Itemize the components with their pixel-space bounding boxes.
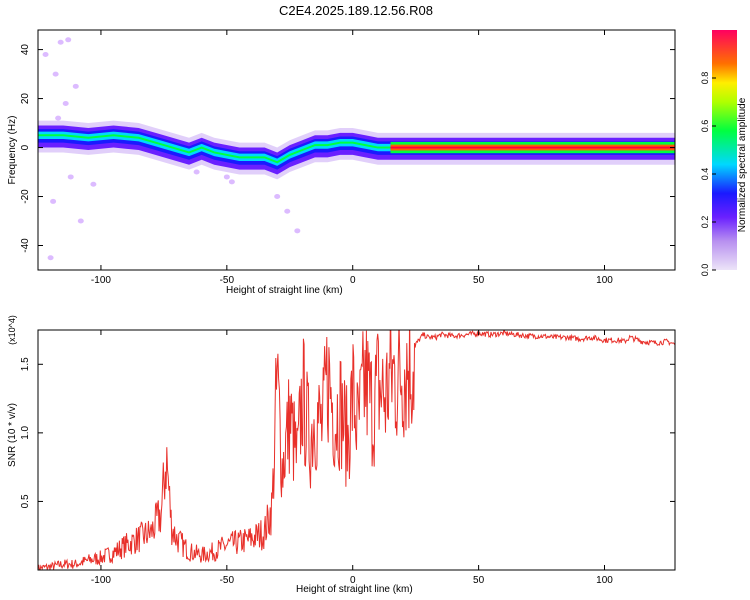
scatter-point: [284, 208, 291, 214]
scatter-point: [274, 194, 281, 200]
top-x-tick-label: -100: [91, 275, 111, 286]
top-y-tick-label: -40: [20, 238, 31, 253]
top-x-tick-label: 0: [350, 275, 356, 286]
scatter-point: [62, 100, 69, 106]
colorbar-tick-label: 0.4: [700, 168, 710, 181]
top-x-tick-label: 50: [473, 275, 485, 286]
bottom-x-tick-label: -50: [220, 575, 235, 586]
scatter-point: [223, 174, 230, 180]
bottom-axes: -100 -50 0 50 100 0.5 1.0 1.5: [20, 330, 675, 586]
colorbar-tick-label: 0.6: [700, 120, 710, 133]
bottom-x-tick-label: 0: [350, 575, 356, 586]
colorbar-tick-label: 0.2: [700, 216, 710, 229]
scatter-point: [294, 228, 301, 234]
scatter-point: [55, 115, 62, 121]
bottom-x-tick-label: -100: [91, 575, 111, 586]
ridge-core-line: [38, 134, 675, 164]
colorbar-ticks: 0.0 0.2 0.4 0.6 0.8: [700, 72, 716, 277]
snr-line-area: [38, 330, 675, 570]
scatter-point: [52, 71, 59, 77]
ridge-blue-band: [38, 129, 675, 170]
bottom-y-axis-label: SNR (10 * v/v): [7, 403, 18, 467]
top-y-tick-label: -20: [20, 189, 31, 204]
bottom-x-tick-label: 50: [473, 575, 485, 586]
scatter-point: [72, 83, 79, 89]
bottom-plot-frame: [37, 329, 676, 571]
colorbar-label: Normalized spectral amplitude: [737, 97, 748, 232]
colorbar-tick-label: 0.8: [700, 72, 710, 85]
scatter-point: [50, 198, 57, 204]
chart-title: C2E4.2025.189.12.56.R08: [279, 3, 433, 18]
bottom-y-tick-label: 1.0: [20, 425, 31, 439]
scatter-point: [193, 169, 200, 175]
top-axes: -100 -50 0 50 100 -40 -20 0 20 40: [20, 30, 675, 286]
scatter-point: [228, 179, 235, 185]
scatter-point: [65, 37, 72, 43]
bottom-y-tick-label: 1.5: [20, 357, 31, 371]
top-x-tick-label: 100: [596, 275, 613, 286]
stable-tone-red: [390, 146, 675, 149]
bottom-x-tick-label: 100: [596, 575, 613, 586]
top-y-tick-label: 0: [20, 144, 31, 150]
top-y-axis-label: Frequency (Hz): [7, 116, 18, 185]
colorbar: [712, 30, 737, 270]
top-x-tick-label: -50: [220, 275, 235, 286]
bottom-y-tick-label: 0.5: [20, 494, 31, 508]
top-y-tick-label: 20: [20, 93, 31, 105]
scatter-point: [67, 174, 74, 180]
bottom-x-axis-label: Height of straight line (km): [296, 584, 413, 595]
scatter-point: [57, 39, 64, 45]
spectrogram-heatmap: [38, 37, 675, 261]
colorbar-tick-label: 0.0: [700, 264, 710, 277]
scatter-point: [77, 218, 84, 224]
y-multiplier-label: (x10^4): [7, 315, 17, 345]
top-y-tick-label: 40: [20, 44, 31, 56]
snr-series-line: [38, 330, 675, 570]
top-plot-frame: [37, 29, 676, 271]
top-x-axis-label: Height of straight line (km): [226, 285, 343, 296]
scatter-point: [90, 181, 97, 187]
scatter-point: [42, 51, 49, 57]
scatter-point: [47, 255, 54, 261]
